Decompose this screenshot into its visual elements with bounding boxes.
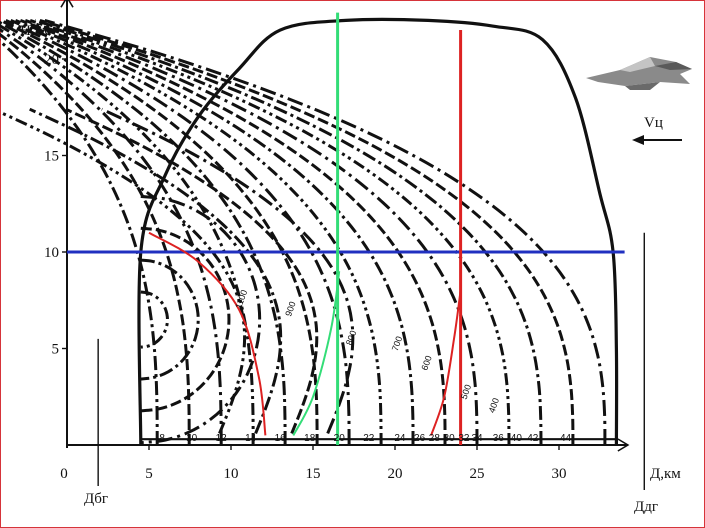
near-range-label: Дбг bbox=[84, 491, 108, 507]
time-mark-label: 36 bbox=[493, 433, 505, 444]
time-mark-label: 40 bbox=[511, 433, 523, 444]
time-mark-label: 28 bbox=[429, 433, 441, 444]
time-mark-label: 44 bbox=[560, 433, 572, 444]
y-axis-label: Н,км bbox=[20, 23, 52, 39]
speed-label: 700 bbox=[390, 335, 405, 353]
speed-curve bbox=[0, 20, 287, 446]
speed-label: 400 bbox=[487, 397, 502, 415]
speed-curve bbox=[140, 290, 169, 349]
speed-curve bbox=[0, 19, 319, 446]
speed-curve bbox=[44, 18, 607, 446]
time-mark-label: 20 bbox=[334, 433, 346, 444]
speed-curve bbox=[0, 110, 247, 434]
x-axis-label: Д,км bbox=[650, 466, 681, 482]
kill-zone-envelope bbox=[137, 17, 619, 446]
speed-label: 800 bbox=[344, 329, 359, 347]
speed-label: 600 bbox=[419, 354, 434, 372]
y-tick-label: 15 bbox=[44, 149, 59, 165]
time-mark-label: 32 bbox=[458, 433, 470, 444]
series-line bbox=[148, 231, 267, 436]
far-range-label: Ддг bbox=[634, 499, 658, 515]
speed-curve bbox=[140, 258, 200, 381]
y-tick-label: 5 bbox=[52, 342, 60, 358]
time-mark-label: 10 bbox=[186, 433, 198, 444]
envelope-layer bbox=[97, 17, 645, 490]
time-mark-label: 26 bbox=[414, 433, 426, 444]
speed-curve bbox=[14, 19, 415, 446]
x-tick-label: 0 bbox=[60, 466, 68, 482]
speed-curves bbox=[0, 18, 607, 446]
x-tick-label: 15 bbox=[306, 466, 321, 482]
speed-curve bbox=[10, 19, 383, 446]
arrow-left-icon bbox=[632, 135, 682, 145]
y-axis-arrow bbox=[60, 0, 74, 8]
speed-curve bbox=[0, 32, 191, 446]
x-tick-label: 25 bbox=[470, 466, 485, 482]
x-tick-label: 5 bbox=[145, 466, 153, 482]
speed-curve bbox=[65, 107, 319, 434]
time-mark-label: 22 bbox=[363, 433, 375, 444]
time-mark-label: 8 bbox=[159, 433, 165, 444]
x-tick-label: 20 bbox=[388, 466, 403, 482]
labels-layer: Н,км Д,км Дбг Ддг Vц 8 10 12 14 16 18 20 22 24 26… bbox=[20, 23, 681, 515]
y-tick-label: 10 bbox=[44, 245, 59, 261]
speed-curve bbox=[34, 18, 543, 446]
x-axis-arrow bbox=[617, 438, 630, 452]
aircraft-icon bbox=[586, 57, 692, 90]
time-mark-label: 18 bbox=[304, 433, 316, 444]
time-mark-label: 12 bbox=[216, 433, 228, 444]
speed-curve bbox=[24, 18, 479, 446]
time-mark-label: 14 bbox=[245, 433, 257, 444]
speed-curve bbox=[0, 27, 223, 446]
speed-curve bbox=[29, 18, 511, 446]
speed-label: 500 bbox=[459, 383, 474, 401]
time-mark-label: 42 bbox=[527, 433, 539, 444]
speed-curve bbox=[0, 24, 255, 446]
speed-curve bbox=[140, 226, 231, 413]
speed-curve bbox=[19, 18, 447, 446]
speed-curve bbox=[29, 107, 283, 434]
time-mark-label: 16 bbox=[275, 433, 287, 444]
time-mark-label: 24 bbox=[394, 433, 406, 444]
series-layer bbox=[67, 12, 625, 445]
target-speed-label: Vц bbox=[644, 115, 663, 131]
speed-curve bbox=[140, 194, 262, 445]
series-line bbox=[292, 271, 341, 436]
speed-label: 1100 bbox=[233, 288, 249, 310]
speed-label: 900 bbox=[283, 300, 298, 318]
x-tick-label: 30 bbox=[552, 466, 567, 482]
time-mark-label: 34 bbox=[471, 433, 483, 444]
speed-curve bbox=[0, 39, 159, 446]
x-tick-label: 10 bbox=[224, 466, 239, 482]
speed-curve bbox=[39, 18, 575, 446]
series-line bbox=[430, 290, 462, 436]
time-mark-label: 30 bbox=[444, 433, 456, 444]
